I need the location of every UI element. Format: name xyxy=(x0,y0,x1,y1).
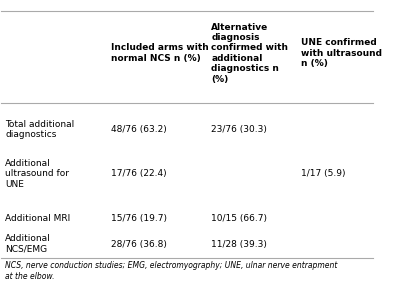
Text: 17/76 (22.4): 17/76 (22.4) xyxy=(111,169,167,178)
Text: UNE confirmed
with ultrasound
n (%): UNE confirmed with ultrasound n (%) xyxy=(301,38,382,68)
Text: NCS, nerve conduction studies; EMG, electromyography; UNE, ulnar nerve entrapmen: NCS, nerve conduction studies; EMG, elec… xyxy=(5,261,338,281)
Text: 28/76 (36.8): 28/76 (36.8) xyxy=(111,240,167,249)
Text: Additional MRI: Additional MRI xyxy=(5,214,70,223)
Text: 48/76 (63.2): 48/76 (63.2) xyxy=(111,125,167,134)
Text: 10/15 (66.7): 10/15 (66.7) xyxy=(212,214,268,223)
Text: Alternative
diagnosis
confirmed with
additional
diagnostics n
(%): Alternative diagnosis confirmed with add… xyxy=(212,23,288,84)
Text: 1/17 (5.9): 1/17 (5.9) xyxy=(301,169,345,178)
Text: Total additional
diagnostics: Total additional diagnostics xyxy=(5,119,74,139)
Text: Included arms with
normal NCS n (%): Included arms with normal NCS n (%) xyxy=(111,44,209,63)
Text: 11/28 (39.3): 11/28 (39.3) xyxy=(212,240,267,249)
Text: 15/76 (19.7): 15/76 (19.7) xyxy=(111,214,167,223)
Text: Additional
NCS/EMG: Additional NCS/EMG xyxy=(5,234,51,254)
Text: 23/76 (30.3): 23/76 (30.3) xyxy=(212,125,267,134)
Text: Additional
ultrasound for
UNE: Additional ultrasound for UNE xyxy=(5,159,69,188)
